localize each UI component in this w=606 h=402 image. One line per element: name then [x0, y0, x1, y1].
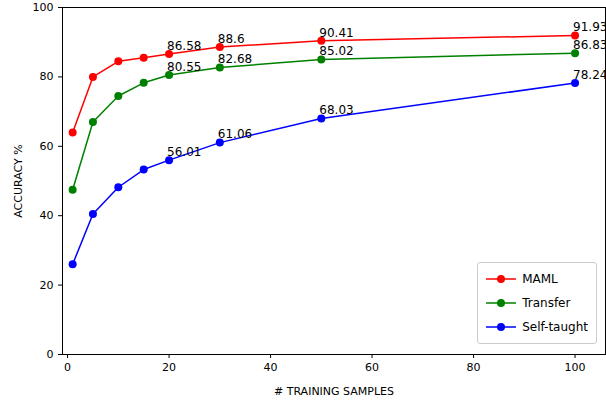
html-text:Self-taught: Self-taught [522, 320, 588, 334]
svg-text:61.06: 61.06 [218, 127, 252, 141]
html-text:MAML: MAML [522, 272, 558, 286]
svg-text:56.01: 56.01 [167, 145, 201, 159]
svg-text:86.83: 86.83 [573, 38, 606, 52]
svg-text:20: 20 [162, 361, 176, 374]
svg-text:20: 20 [40, 279, 54, 292]
html-text:Transfer: Transfer [522, 296, 571, 310]
svg-text:78.24: 78.24 [573, 68, 606, 82]
svg-text:82.68: 82.68 [218, 52, 252, 66]
svg-text:80: 80 [40, 70, 54, 83]
svg-text:85.02: 85.02 [319, 44, 353, 58]
svg-text:# TRAINING SAMPLES: # TRAINING SAMPLES [274, 385, 394, 398]
svg-text:0: 0 [47, 348, 54, 361]
svg-text:90.41: 90.41 [319, 26, 353, 40]
svg-text:100: 100 [33, 1, 54, 14]
svg-text:80: 80 [467, 361, 481, 374]
svg-text:40: 40 [264, 361, 278, 374]
svg-text:60: 60 [40, 140, 54, 153]
svg-text:60: 60 [365, 361, 379, 374]
svg-text:40: 40 [40, 209, 54, 222]
svg-text:68.03: 68.03 [319, 103, 353, 117]
svg-text:80.55: 80.55 [167, 60, 201, 74]
svg-text:100: 100 [565, 361, 586, 374]
svg-text:88.6: 88.6 [218, 32, 245, 46]
svg-text:ACCURACY %: ACCURACY % [12, 144, 25, 217]
svg-text:0: 0 [64, 361, 71, 374]
svg-text:91.93: 91.93 [573, 20, 606, 34]
svg-text:86.58: 86.58 [167, 39, 201, 53]
